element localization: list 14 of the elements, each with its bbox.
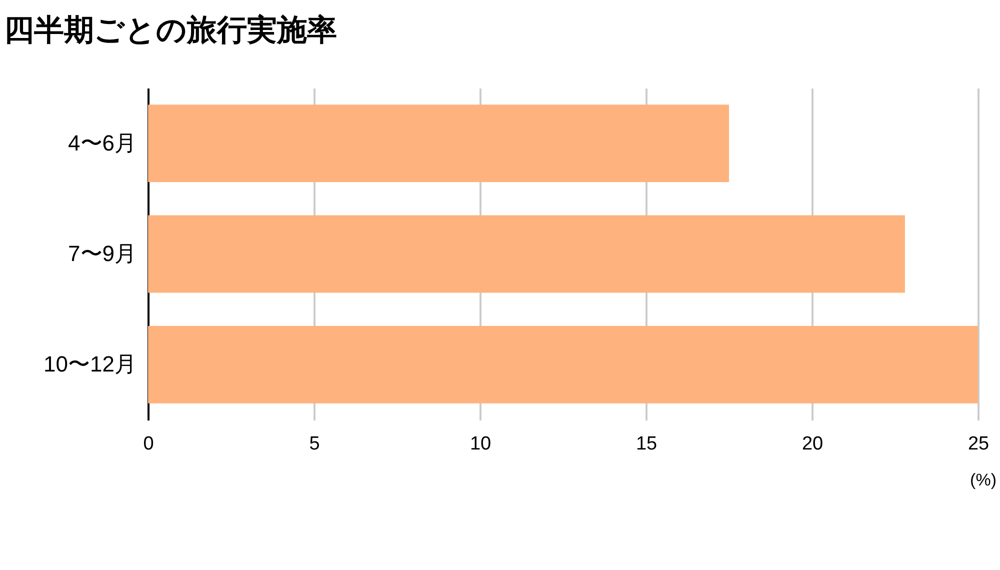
x-tick-label: 5 [309, 434, 320, 454]
x-tick-label: 20 [802, 434, 824, 454]
y-tick-label: 7〜9月 [68, 241, 136, 266]
y-tick-label: 10〜12月 [44, 352, 136, 377]
x-tick-label: 15 [636, 434, 658, 454]
x-tick-label: 25 [968, 434, 990, 454]
y-tick-label: 4〜6月 [68, 130, 136, 156]
x-tick-label: 0 [143, 434, 154, 454]
bar [148, 104, 729, 182]
bar [148, 215, 905, 293]
x-axis-title: (%) [970, 470, 996, 490]
chart-title: 四半期ごとの旅行実施率 [4, 13, 337, 47]
x-tick-label: 10 [470, 434, 492, 454]
bar [148, 326, 978, 404]
